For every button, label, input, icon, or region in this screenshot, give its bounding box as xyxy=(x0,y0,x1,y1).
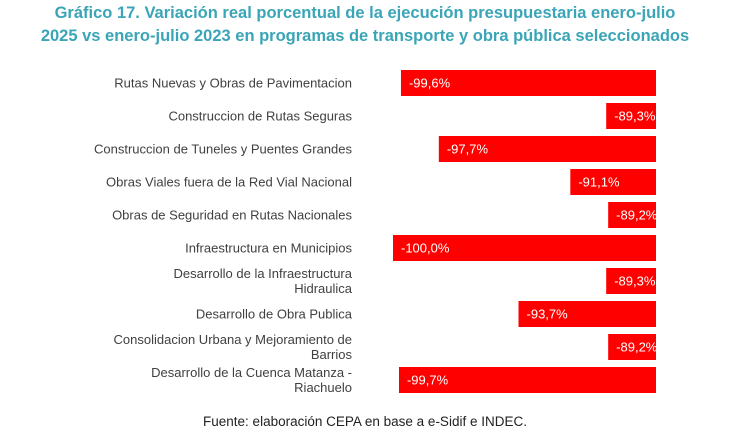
data-label: -91,1% xyxy=(578,175,620,190)
bar xyxy=(518,301,656,327)
category-label: Desarrollo de Obra Publica xyxy=(196,307,353,322)
source-note: Fuente: elaboración CEPA en base a e-Sid… xyxy=(203,414,527,429)
category-label: Obras Viales fuera de la Red Vial Nacion… xyxy=(106,175,352,190)
data-label: -89,2% xyxy=(616,208,658,223)
category-label: Infraestructura en Municipios xyxy=(185,241,352,256)
data-label: -99,7% xyxy=(407,373,449,388)
data-label: -89,2% xyxy=(616,340,658,355)
bar xyxy=(608,202,656,228)
data-label: -93,7% xyxy=(527,307,569,322)
data-label: -89,3% xyxy=(614,109,656,124)
bar xyxy=(400,70,656,96)
bar xyxy=(438,136,656,162)
bar-chart: Rutas Nuevas y Obras de Pavimentacion Con… xyxy=(94,70,658,396)
category-label: Construccion de Rutas Seguras xyxy=(168,109,352,124)
data-label: -100,0% xyxy=(401,241,450,256)
data-label: -97,7% xyxy=(447,142,489,157)
bar xyxy=(398,367,656,393)
bar xyxy=(393,235,656,261)
bars: -99,6% -89,3% -97,7% -91,1% -89,2% -100,0% -89… xyxy=(393,70,658,393)
chart-title: Gráfico 17. Variación real porcentual de… xyxy=(0,2,730,48)
category-label: Rutas Nuevas y Obras de Pavimentacion xyxy=(114,76,352,91)
chart-title-line-1: Gráfico 17. Variación real porcentual de… xyxy=(54,4,676,22)
data-label: -89,3% xyxy=(614,274,656,289)
category-labels: Rutas Nuevas y Obras de Pavimentacion Con… xyxy=(94,76,353,396)
category-label: Desarrollo de la Infraestructura Hidrauli… xyxy=(174,266,353,296)
data-label: -99,6% xyxy=(409,76,451,91)
bar xyxy=(606,103,656,129)
category-label: Obras de Seguridad en Rutas Nacionales xyxy=(112,208,352,223)
category-label: Desarrollo de la Cuenca Matanza -Riachue… xyxy=(151,365,352,395)
bar xyxy=(608,334,656,360)
category-label: Construccion de Tuneles y Puentes Grande… xyxy=(94,142,352,157)
bar xyxy=(570,169,656,195)
chart-title-line-2: 2025 vs enero-julio 2023 en programas de… xyxy=(40,27,690,45)
bar xyxy=(606,268,656,294)
category-label: Consolidacion Urbana y Mejoramiento de Ba… xyxy=(114,332,353,362)
